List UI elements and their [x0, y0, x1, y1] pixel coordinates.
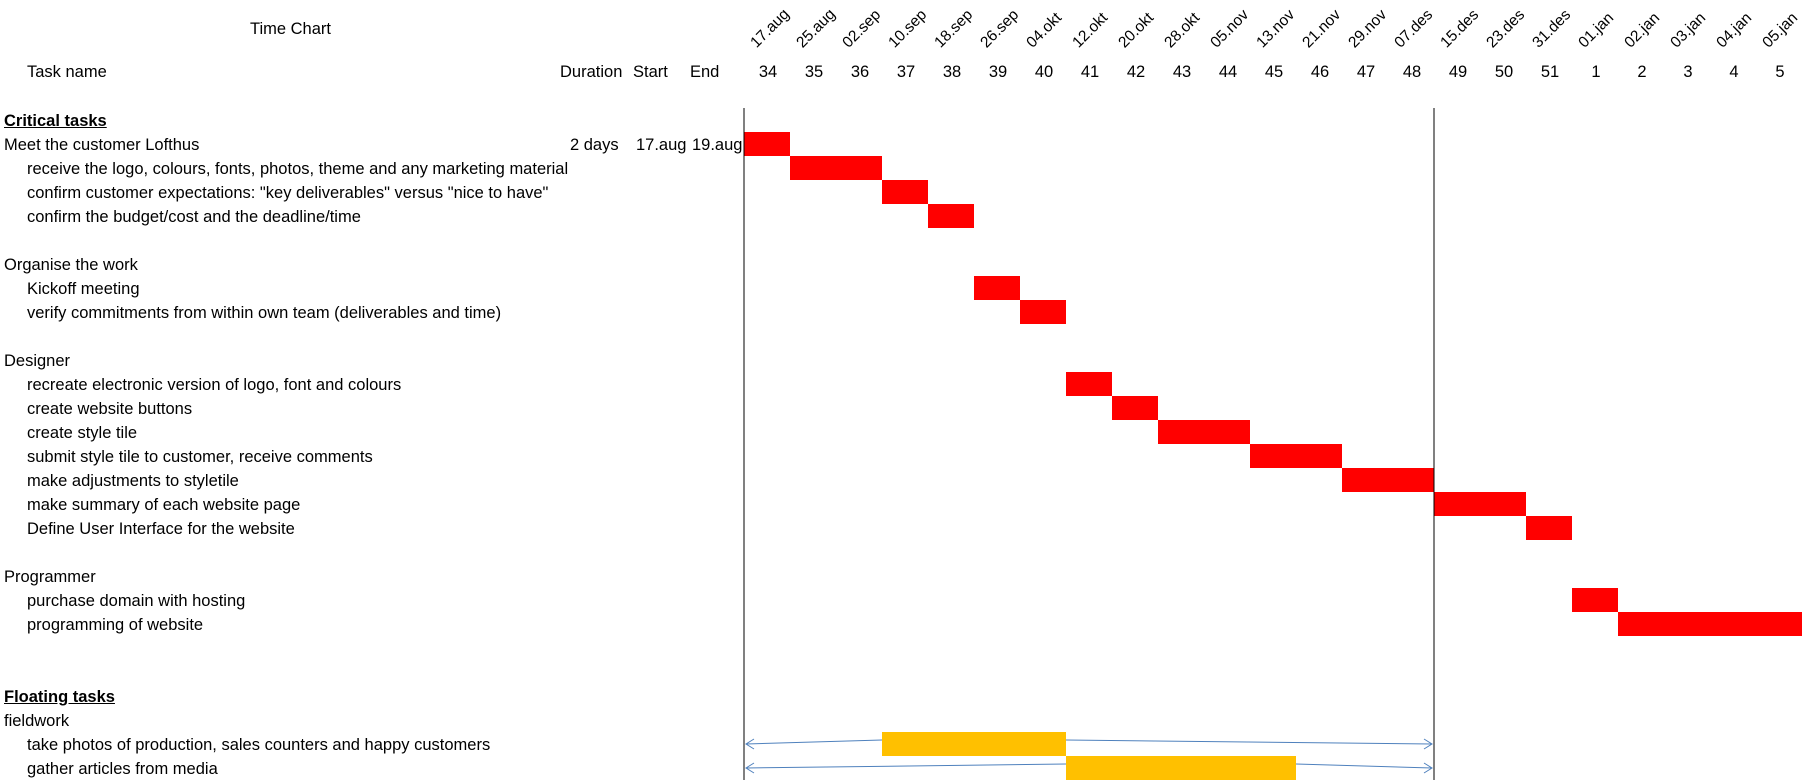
critical-task-bar — [1158, 420, 1250, 444]
floating-task-bar — [882, 732, 1066, 756]
timeline-week-label: 35 — [804, 63, 824, 81]
task-label: take photos of production, sales counter… — [27, 736, 491, 754]
timeline-week-label: 2 — [1637, 63, 1647, 81]
float-arrow-left — [745, 739, 883, 745]
timeline-week-label: 41 — [1080, 63, 1100, 81]
timeline-week-label: 1 — [1591, 63, 1601, 81]
task-label: verify commitments from within own team … — [27, 304, 502, 322]
timeline-week-label: 4 — [1729, 63, 1739, 81]
task-label: confirm the budget/cost and the deadline… — [27, 208, 361, 226]
critical-task-bar — [1066, 372, 1112, 396]
task-label: recreate electronic version of logo, fon… — [27, 376, 402, 394]
chart-title: Time Chart — [250, 20, 331, 38]
float-arrow-left — [745, 763, 1067, 769]
timeline-week-label: 36 — [850, 63, 870, 81]
float-arrow-right — [1065, 739, 1433, 745]
critical-task-bar — [1434, 492, 1526, 516]
task-label: create style tile — [27, 424, 138, 442]
group-label: Programmer — [4, 568, 96, 586]
task-label: create website buttons — [27, 400, 193, 418]
float-arrowhead-left — [745, 762, 755, 774]
task-label: make summary of each website page — [27, 496, 301, 514]
timeline-week-label: 45 — [1264, 63, 1284, 81]
float-arrowhead-right — [1423, 738, 1433, 750]
timeline-week-label: 34 — [758, 63, 778, 81]
task-start: 17.aug — [636, 136, 687, 154]
section-heading: Floating tasks — [4, 688, 115, 706]
task-label: receive the logo, colours, fonts, photos… — [27, 160, 569, 178]
critical-task-bar — [882, 180, 928, 204]
timeline-week-label: 42 — [1126, 63, 1146, 81]
timeline-week-label: 43 — [1172, 63, 1192, 81]
group-label: Organise the work — [4, 256, 138, 274]
timeline-week-label: 3 — [1683, 63, 1693, 81]
task-duration: 2 days — [570, 136, 619, 154]
start-header: Start — [633, 63, 668, 81]
task-name-header: Task name — [27, 63, 107, 81]
timeline-week-label: 40 — [1034, 63, 1054, 81]
timeline-week-label: 49 — [1448, 63, 1468, 81]
critical-task-bar — [1618, 612, 1802, 636]
task-label: make adjustments to styletile — [27, 472, 239, 490]
group-label: Designer — [4, 352, 71, 370]
timeline-week-label: 46 — [1310, 63, 1330, 81]
critical-task-bar — [744, 132, 790, 156]
task-end: 19.aug — [692, 136, 743, 154]
timeline-week-label: 39 — [988, 63, 1008, 81]
critical-task-bar — [974, 276, 1020, 300]
group-label: fieldwork — [4, 712, 70, 730]
timeline-week-label: 44 — [1218, 63, 1238, 81]
section-heading: Critical tasks — [4, 112, 107, 130]
timeline-week-label: 51 — [1540, 63, 1560, 81]
critical-task-bar — [928, 204, 974, 228]
timeline-week-label: 37 — [896, 63, 916, 81]
float-arrow-right — [1295, 763, 1433, 769]
critical-task-bar — [790, 156, 882, 180]
critical-task-bar — [1112, 396, 1158, 420]
critical-task-bar — [1572, 588, 1618, 612]
float-arrowhead-right — [1423, 762, 1433, 774]
task-label: submit style tile to customer, receive c… — [27, 448, 373, 466]
group-label: Meet the customer Lofthus — [4, 136, 200, 154]
timeline-week-label: 47 — [1356, 63, 1376, 81]
end-header: End — [690, 63, 720, 81]
float-arrowhead-left — [745, 738, 755, 750]
critical-task-bar — [1020, 300, 1066, 324]
timeline-week-label: 5 — [1775, 63, 1785, 81]
critical-task-bar — [1250, 444, 1342, 468]
task-label: Kickoff meeting — [27, 280, 140, 298]
task-label: confirm customer expectations: "key deli… — [27, 184, 549, 202]
timeline-week-label: 50 — [1494, 63, 1514, 81]
task-label: purchase domain with hosting — [27, 592, 246, 610]
task-label: Define User Interface for the website — [27, 520, 295, 538]
task-label: programming of website — [27, 616, 204, 634]
floating-task-bar — [1066, 756, 1296, 780]
critical-task-bar — [1526, 516, 1572, 540]
critical-task-bar — [1342, 468, 1434, 492]
task-label: gather articles from media — [27, 760, 218, 778]
duration-header: Duration — [560, 63, 623, 81]
timeline-week-label: 48 — [1402, 63, 1422, 81]
timeline-week-label: 38 — [942, 63, 962, 81]
